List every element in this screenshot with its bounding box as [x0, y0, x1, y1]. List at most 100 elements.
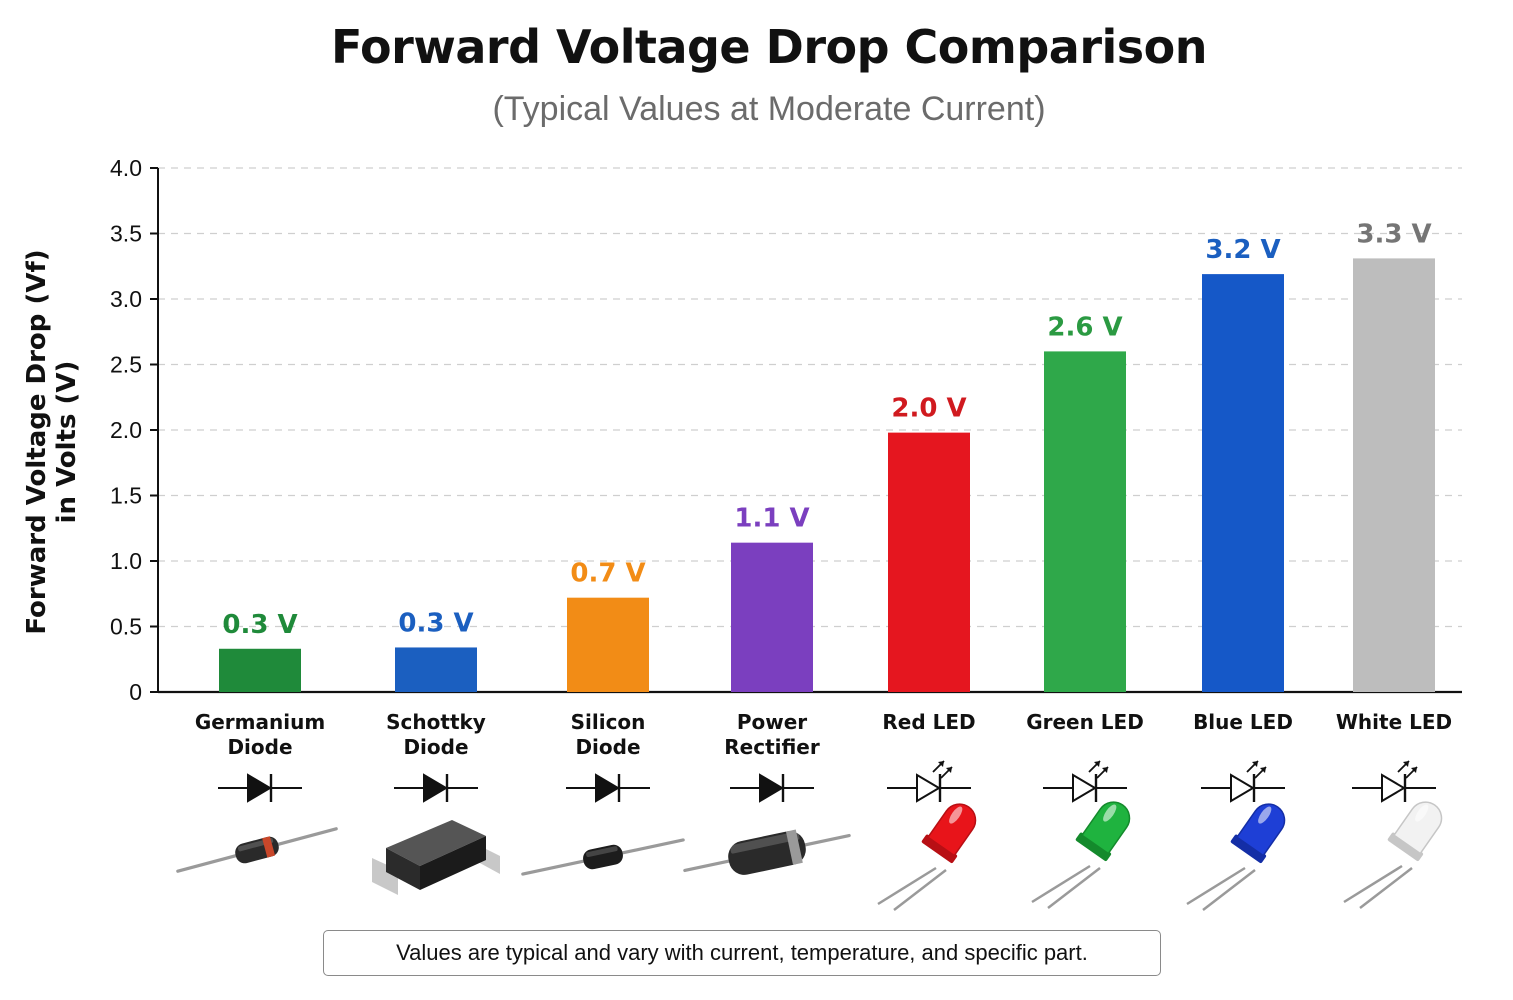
- led-shine: [1258, 806, 1272, 824]
- blue-led-icon: [1186, 803, 1286, 911]
- x-tick-label-line: Rectifier: [724, 735, 820, 759]
- arrow-head: [1260, 767, 1266, 773]
- diode-symbol-icon: [394, 773, 478, 803]
- y-tick-label: 4.0: [110, 155, 142, 181]
- led-bulb: [1230, 803, 1286, 864]
- led-flange: [1075, 832, 1112, 862]
- led-symbol-icon: [887, 760, 971, 803]
- y-tick-label: 2.0: [110, 417, 142, 443]
- y-axis-label-line: Forward Voltage Drop (Vf): [22, 249, 52, 634]
- data-label: 0.3 V: [398, 608, 473, 638]
- diode-symbol-icon: [218, 773, 302, 803]
- arrow-head: [1403, 761, 1409, 767]
- smd-front: [386, 848, 420, 890]
- led-dome: [1080, 801, 1131, 855]
- x-tick-label: Red LED: [882, 710, 975, 734]
- diode-body: [728, 831, 806, 875]
- data-label: 0.3 V: [222, 610, 297, 640]
- y-tick-label: 0: [129, 679, 142, 705]
- x-tick-label: Schottky Diode: [386, 710, 486, 759]
- axial-diode-icon: [521, 838, 685, 876]
- x-tick-label-line: Schottky: [386, 710, 486, 734]
- led-lead: [1202, 869, 1256, 911]
- led-bulb: [1075, 801, 1131, 862]
- symbol-triangle: [1381, 773, 1406, 803]
- led-symbol-icon: [1201, 760, 1285, 803]
- led-symbol-icon: [1043, 760, 1127, 803]
- bar: [395, 647, 477, 692]
- x-tick-label: Germanium Diode: [195, 710, 325, 759]
- led-bulb: [1387, 801, 1443, 862]
- chart-title: Forward Voltage Drop Comparison: [331, 20, 1208, 74]
- x-tick-label-line: Diode: [227, 735, 292, 759]
- led-lead: [893, 869, 947, 911]
- data-label: 2.0 V: [891, 394, 966, 424]
- led-lead: [1031, 864, 1091, 904]
- led-lead: [1343, 864, 1403, 904]
- y-axis-label: Forward Voltage Drop (Vf)in Volts (V): [22, 249, 82, 634]
- symbol-triangle: [759, 773, 784, 803]
- green-led-icon: [1031, 801, 1131, 909]
- bar: [1044, 351, 1126, 692]
- arrow-head: [1102, 767, 1108, 773]
- smd-top: [386, 820, 486, 866]
- symbol-triangle: [247, 773, 272, 803]
- x-tick-label-line: Red LED: [882, 710, 975, 734]
- symbol-triangle: [423, 773, 448, 803]
- led-dome: [926, 803, 977, 857]
- bar: [1353, 258, 1435, 692]
- body-highlight: [730, 831, 800, 854]
- white-led-icon: [1343, 801, 1443, 909]
- bar: [731, 542, 813, 692]
- x-tick-label-line: Green LED: [1026, 710, 1144, 734]
- led-symbol-icon: [1352, 760, 1436, 803]
- led-shine: [1415, 804, 1429, 822]
- diode-symbol-icon: [566, 773, 650, 803]
- y-tick-label: 0.5: [110, 614, 142, 640]
- led-bulb: [921, 803, 977, 864]
- led-lead: [877, 866, 937, 906]
- x-tick-label: Power Rectifier: [724, 710, 820, 759]
- x-tick-label-line: White LED: [1336, 710, 1452, 734]
- x-tick-label: Blue LED: [1193, 710, 1293, 734]
- arrow-head: [938, 761, 944, 767]
- axial-diode-banded-icon: [176, 827, 338, 873]
- footnote: Values are typical and vary with current…: [323, 930, 1161, 976]
- cathode-band: [262, 836, 276, 858]
- y-tick-label: 1.5: [110, 483, 142, 509]
- x-tick-label-line: Germanium: [195, 710, 325, 734]
- led-flange: [1230, 834, 1267, 864]
- power-rectifier-icon: [683, 829, 851, 875]
- smd-diode-icon: [372, 820, 500, 895]
- bar: [1202, 274, 1284, 692]
- data-label: 3.3 V: [1356, 219, 1431, 249]
- x-tick-label-line: Blue LED: [1193, 710, 1293, 734]
- x-tick-label: Green LED: [1026, 710, 1144, 734]
- bar-chart: 0 0.5 1.0 1.5 2.0 2.5 3.0 3.5 4.0 Forward Voltage…: [22, 155, 1462, 911]
- arrow-head: [1094, 761, 1100, 767]
- data-label: 3.2 V: [1205, 235, 1280, 265]
- led-flange: [921, 834, 958, 864]
- y-tick-label: 3.0: [110, 286, 142, 312]
- data-label: 1.1 V: [734, 504, 809, 534]
- led-dome: [1392, 801, 1443, 855]
- led-shine: [1103, 804, 1117, 822]
- data-label: 0.7 V: [570, 559, 645, 589]
- symbol-triangle: [1230, 773, 1255, 803]
- arrow-head: [946, 767, 952, 773]
- led-dome: [1235, 803, 1286, 857]
- x-tick-label-line: Diode: [403, 735, 468, 759]
- symbol-triangle: [1072, 773, 1097, 803]
- led-flange: [1387, 832, 1424, 862]
- y-tick-label: 3.5: [110, 221, 142, 247]
- x-tick-label-line: Silicon: [571, 710, 646, 734]
- led-shine: [949, 806, 963, 824]
- x-tick-label-line: Diode: [575, 735, 640, 759]
- symbol-triangle: [916, 773, 941, 803]
- led-lead: [1359, 867, 1413, 909]
- symbol-triangle: [595, 773, 620, 803]
- bar: [567, 597, 649, 692]
- smd-side: [420, 836, 486, 890]
- x-tick-label-line: Power: [737, 710, 807, 734]
